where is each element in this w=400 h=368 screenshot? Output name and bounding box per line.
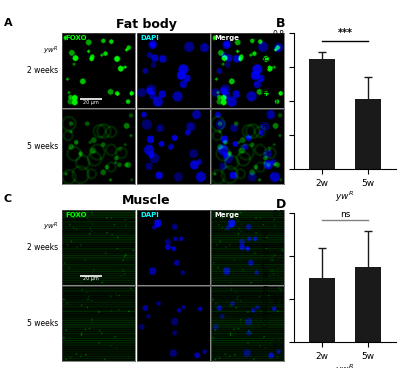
Y-axis label: Correlation coefficient (R): Correlation coefficient (R) [262, 229, 271, 327]
Text: $yw^R$: $yw^R$ [43, 221, 58, 233]
Bar [309, 59, 334, 169]
Text: 2 weeks: 2 weeks [27, 66, 58, 75]
Text: Muscle: Muscle [122, 194, 171, 207]
Text: Merge: Merge [214, 212, 239, 218]
Text: 20 μm: 20 μm [83, 276, 99, 281]
Text: ***: *** [338, 28, 352, 38]
Text: Fat body: Fat body [116, 18, 177, 31]
Text: D: D [276, 198, 286, 211]
Y-axis label: Correlation coefficient (R): Correlation coefficient (R) [262, 52, 271, 151]
Bar [356, 99, 381, 169]
Text: DAPI: DAPI [140, 212, 159, 218]
Text: 5 weeks: 5 weeks [27, 319, 58, 328]
Text: FOXO: FOXO [65, 35, 86, 41]
Bar [309, 278, 334, 342]
Text: $yw^R$: $yw^R$ [43, 45, 58, 57]
Text: DAPI: DAPI [140, 35, 159, 41]
Bar [356, 267, 381, 342]
Text: Merge: Merge [214, 35, 239, 41]
Text: A: A [4, 18, 13, 28]
X-axis label: $yw^R$: $yw^R$ [336, 362, 354, 368]
Text: 2 weeks: 2 weeks [27, 243, 58, 252]
Text: 5 weeks: 5 weeks [27, 142, 58, 151]
Text: C: C [4, 194, 12, 204]
X-axis label: $yw^R$: $yw^R$ [336, 190, 354, 204]
Text: 20 μm: 20 μm [83, 99, 99, 105]
Text: FOXO: FOXO [65, 212, 86, 218]
Text: B: B [276, 17, 285, 31]
Text: ns: ns [340, 210, 350, 219]
